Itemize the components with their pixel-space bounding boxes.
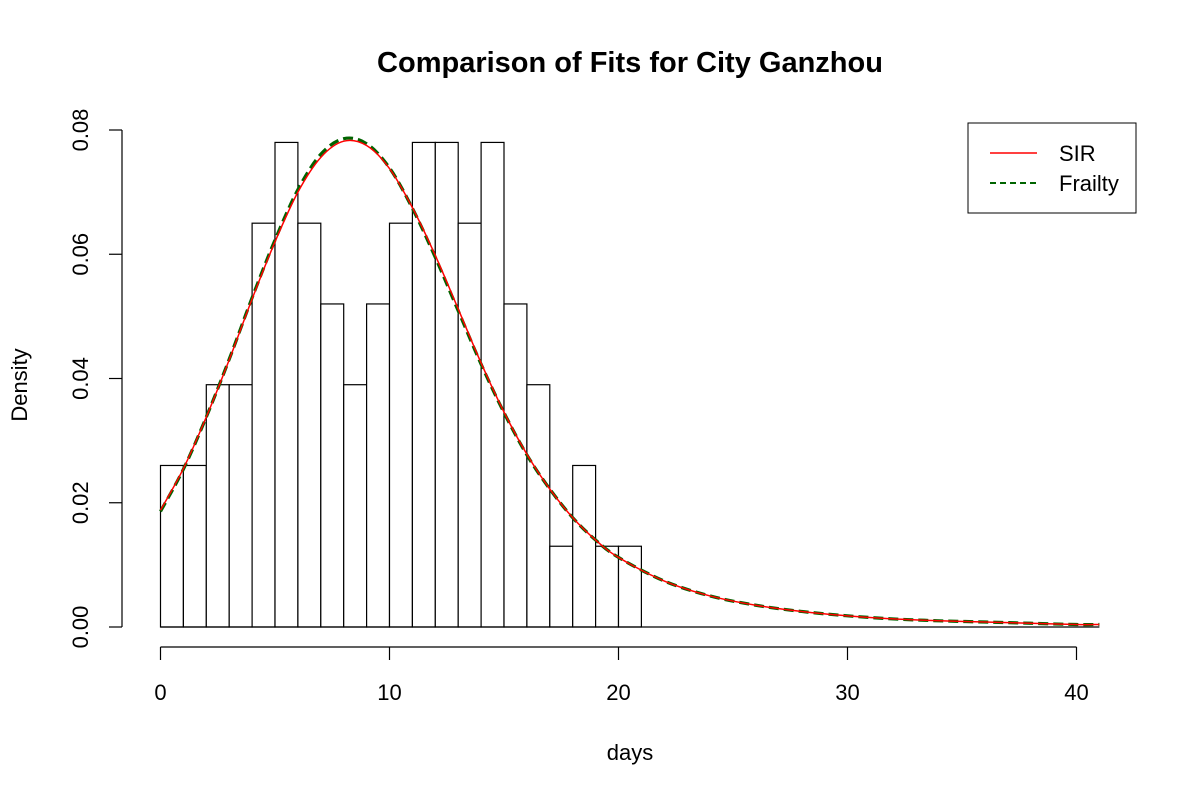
x-tick-label: 30: [835, 680, 859, 705]
sir-curve: [159, 139, 1100, 626]
histogram-bar: [526, 384, 551, 628]
histogram-bar: [503, 303, 528, 628]
y-axis-label: Density: [7, 348, 32, 421]
x-tick-label: 20: [606, 680, 630, 705]
histogram-bar: [320, 303, 345, 628]
histogram-bar: [343, 384, 368, 628]
x-tick-label: 0: [154, 680, 166, 705]
legend-label-frailty: Frailty: [1059, 171, 1119, 196]
histogram-bar: [366, 303, 391, 628]
histogram-bar: [182, 464, 207, 628]
fit-curves: [159, 136, 1100, 627]
legend-box: [967, 122, 1137, 214]
histogram-bar: [251, 222, 276, 628]
histogram-bar: [480, 141, 505, 628]
histogram-bar: [228, 384, 253, 628]
x-axis: 0 10 20 30 40: [154, 646, 1089, 705]
y-tick-label: 0.02: [68, 481, 93, 524]
x-tick-label: 40: [1064, 680, 1088, 705]
y-tick-label: 0.04: [68, 357, 93, 400]
y-axis: 0.00 0.02 0.04 0.06 0.08: [68, 109, 123, 649]
histogram-bar: [572, 464, 597, 628]
x-tick-label: 10: [377, 680, 401, 705]
y-tick-label: 0.00: [68, 606, 93, 649]
histogram-bar: [594, 545, 620, 628]
y-tick-label: 0.06: [68, 233, 93, 276]
legend-label-sir: SIR: [1059, 141, 1096, 166]
y-tick-label: 0.08: [68, 109, 93, 152]
histogram-bar: [549, 545, 574, 628]
legend: SIR Frailty: [967, 122, 1137, 214]
histogram-bar: [388, 222, 413, 628]
histogram-bar: [297, 222, 322, 628]
histogram-bar: [457, 222, 482, 628]
chart-title: Comparison of Fits for City Ganzhou: [377, 47, 883, 79]
histogram-bars: [159, 141, 1100, 628]
x-axis-label: days: [607, 740, 653, 765]
histogram-bar: [205, 384, 230, 628]
histogram-bar: [434, 141, 459, 628]
